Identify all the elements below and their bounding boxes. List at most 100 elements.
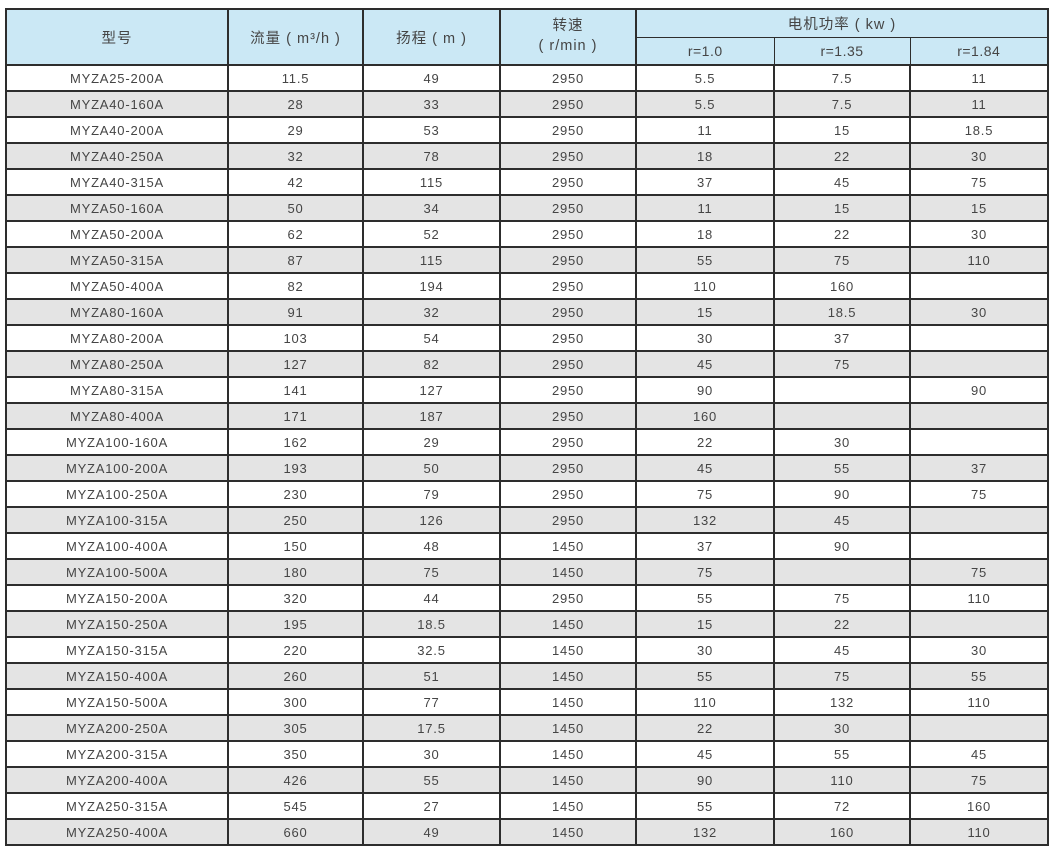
value-cell: 50	[227, 194, 364, 222]
value-cell: 62	[227, 220, 364, 248]
value-cell: 160	[773, 818, 911, 846]
header-r10: r=1.0	[635, 36, 775, 66]
value-cell: 127	[362, 376, 501, 404]
table-row: MYZA200-400A 426 55 1450 90 110 75	[5, 766, 1050, 794]
table-row: MYZA40-200A 29 53 2950 11 15 18.5	[5, 116, 1050, 144]
value-cell	[908, 714, 1050, 742]
value-cell: 17.5	[362, 714, 501, 742]
value-cell: 32	[227, 142, 364, 170]
table-row: MYZA40-250A 32 78 2950 18 22 30	[5, 142, 1050, 170]
table-header: 型号 流量 ( m³/h ) 扬程 ( m ) 转速 ( r/min ) 电机功…	[5, 8, 1050, 66]
model-cell: MYZA80-160A	[5, 298, 229, 326]
value-cell: 250	[227, 506, 364, 534]
value-cell: 55	[635, 662, 775, 690]
value-cell	[908, 428, 1050, 456]
table-row: MYZA40-315A 42 115 2950 37 45 75	[5, 168, 1050, 196]
model-cell: MYZA250-315A	[5, 792, 229, 820]
value-cell: 42	[227, 168, 364, 196]
model-cell: MYZA50-160A	[5, 194, 229, 222]
table-row: MYZA150-200A 320 44 2950 55 75 110	[5, 584, 1050, 612]
value-cell: 22	[635, 428, 775, 456]
model-cell: MYZA80-200A	[5, 324, 229, 352]
model-cell: MYZA80-400A	[5, 402, 229, 430]
value-cell: 2950	[499, 350, 637, 378]
value-cell: 90	[635, 766, 775, 794]
header-r184: r=1.84	[909, 36, 1049, 66]
value-cell: 2950	[499, 220, 637, 248]
value-cell: 82	[227, 272, 364, 300]
value-cell: 75	[773, 246, 911, 274]
model-cell: MYZA100-160A	[5, 428, 229, 456]
value-cell: 110	[635, 272, 775, 300]
value-cell: 180	[227, 558, 364, 586]
value-cell: 1450	[499, 662, 637, 690]
value-cell: 51	[362, 662, 501, 690]
header-row-sub: r=1.0 r=1.35 r=1.84	[6, 36, 1049, 66]
value-cell: 160	[635, 402, 775, 430]
value-cell: 45	[635, 740, 775, 768]
value-cell: 1450	[499, 818, 637, 846]
value-cell: 126	[362, 506, 501, 534]
value-cell: 87	[227, 246, 364, 274]
value-cell	[908, 324, 1050, 352]
value-cell: 32	[362, 298, 501, 326]
table-row: MYZA100-400A 150 48 1450 37 90	[5, 532, 1050, 560]
model-cell: MYZA150-400A	[5, 662, 229, 690]
table-row: MYZA150-500A 300 77 1450 110 132 110	[5, 688, 1050, 716]
value-cell: 18.5	[362, 610, 501, 638]
value-cell: 72	[773, 792, 911, 820]
value-cell: 194	[362, 272, 501, 300]
value-cell: 32.5	[362, 636, 501, 664]
table-row: MYZA80-160A 91 32 2950 15 18.5 30	[5, 298, 1050, 326]
value-cell: 90	[635, 376, 775, 404]
value-cell: 54	[362, 324, 501, 352]
value-cell: 2950	[499, 324, 637, 352]
value-cell: 171	[227, 402, 364, 430]
value-cell: 33	[362, 90, 501, 118]
table-row: MYZA250-400A 660 49 1450 132 160 110	[5, 818, 1050, 846]
value-cell: 75	[908, 766, 1050, 794]
model-cell: MYZA150-500A	[5, 688, 229, 716]
table-row: MYZA25-200A 11.5 49 2950 5.5 7.5 11	[5, 64, 1050, 92]
value-cell: 1450	[499, 688, 637, 716]
value-cell: 15	[635, 298, 775, 326]
value-cell: 11.5	[227, 64, 364, 92]
value-cell: 75	[908, 480, 1050, 508]
table-body: MYZA25-200A 11.5 49 2950 5.5 7.5 11 MYZA40-160A…	[5, 64, 1050, 846]
value-cell: 50	[362, 454, 501, 482]
value-cell: 34	[362, 194, 501, 222]
value-cell: 75	[773, 584, 911, 612]
value-cell: 127	[227, 350, 364, 378]
value-cell: 91	[227, 298, 364, 326]
value-cell: 75	[362, 558, 501, 586]
header-r135: r=1.35	[773, 36, 911, 66]
value-cell: 1450	[499, 636, 637, 664]
header-speed: 转速 ( r/min )	[499, 8, 637, 66]
value-cell: 45	[773, 506, 911, 534]
table-row: MYZA50-315A 87 115 2950 55 75 110	[5, 246, 1050, 274]
value-cell: 7.5	[773, 90, 911, 118]
value-cell: 30	[635, 636, 775, 664]
value-cell: 75	[908, 168, 1050, 196]
value-cell: 195	[227, 610, 364, 638]
value-cell	[908, 402, 1050, 430]
value-cell	[773, 558, 911, 586]
value-cell: 110	[773, 766, 911, 794]
value-cell: 1450	[499, 740, 637, 768]
value-cell: 30	[635, 324, 775, 352]
table-row: MYZA80-400A 171 187 2950 160	[5, 402, 1050, 430]
value-cell: 22	[773, 220, 911, 248]
value-cell: 55	[635, 792, 775, 820]
value-cell: 2950	[499, 142, 637, 170]
value-cell: 49	[362, 64, 501, 92]
value-cell: 11	[908, 90, 1050, 118]
value-cell: 220	[227, 636, 364, 664]
table-row: MYZA40-160A 28 33 2950 5.5 7.5 11	[5, 90, 1050, 118]
value-cell: 15	[773, 194, 911, 222]
value-cell: 1450	[499, 532, 637, 560]
value-cell: 37	[635, 168, 775, 196]
model-cell: MYZA150-315A	[5, 636, 229, 664]
value-cell: 11	[635, 194, 775, 222]
model-cell: MYZA150-200A	[5, 584, 229, 612]
model-cell: MYZA200-315A	[5, 740, 229, 768]
